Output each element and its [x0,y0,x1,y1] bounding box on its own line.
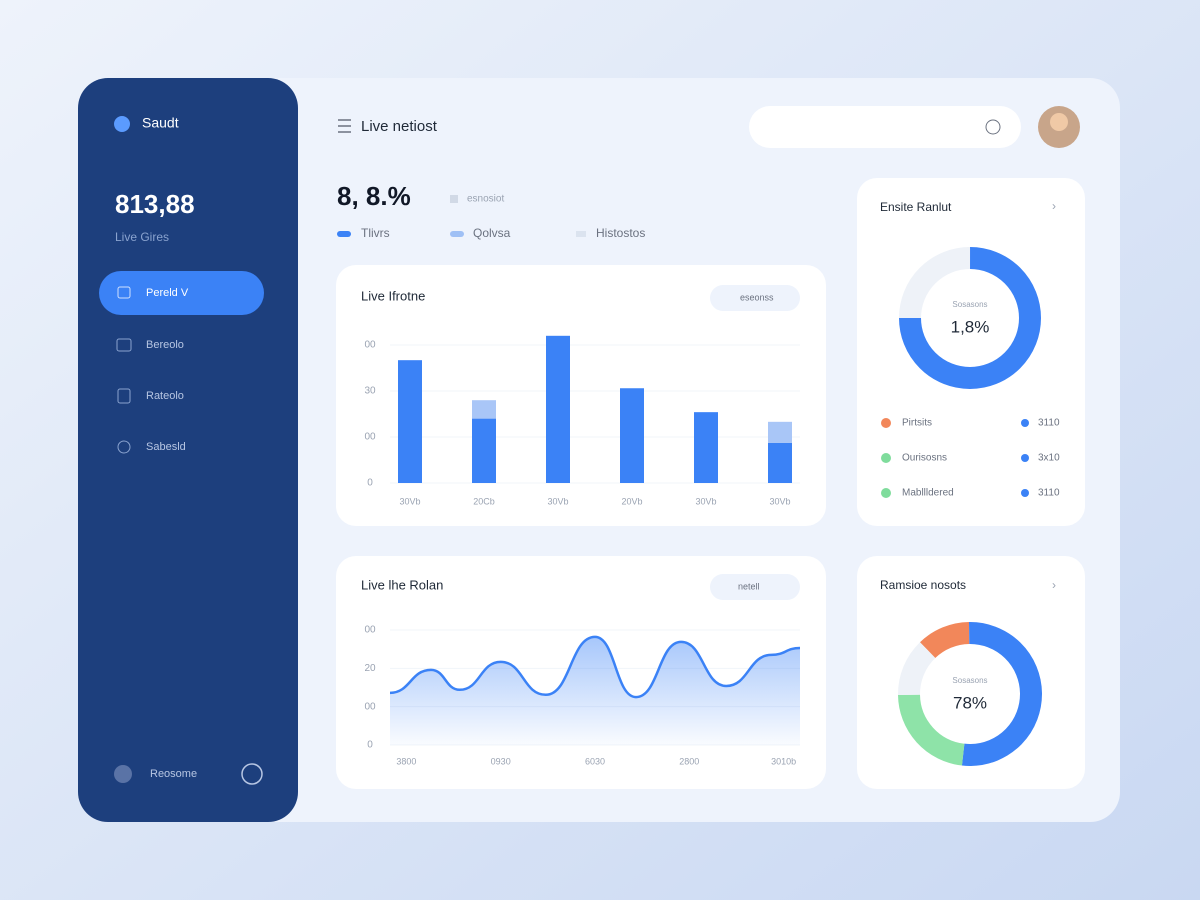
sidebar [78,78,298,822]
summary-value: 8, 8.% [337,181,411,211]
legend-label: Qolvsa [473,226,511,240]
bar [546,335,570,483]
page-title: Live netiost [361,118,438,135]
x-tick-label: 2800 [679,756,699,766]
nav-icon [117,440,131,454]
brand: Saudt [142,115,179,131]
nav-item[interactable]: Rateolo [146,390,184,402]
chevron[interactable]: › [1052,199,1056,213]
y-tick-label: 00 [364,625,376,636]
x-tick-label: 0930 [491,756,511,766]
bar [398,360,422,483]
legend-dot [881,418,891,428]
donut-segment [898,622,1042,767]
footer-label[interactable]: Reosome [150,768,197,780]
x-tick-label: 30Vb [547,496,568,506]
stat-label: Live Gires [115,230,169,244]
y-tick-label: 0 [367,740,373,751]
bar [768,421,792,443]
x-tick-label: 3800 [396,756,416,766]
bar [472,418,496,483]
donut-segment [898,622,1042,767]
x-tick-label: 30Vb [399,496,420,506]
stat-value: 813,88 [115,189,195,219]
y-tick-label: 30 [364,386,376,397]
legend-label: Histostos [596,226,645,240]
card-title: Live lhe Rolan [361,577,443,592]
donut-segment [899,247,1041,389]
line [389,635,801,699]
card-title: Ensite Ranlut [880,200,952,214]
legend-value: 3110 [1038,488,1060,499]
avatar-face [1050,113,1068,131]
legend-swatch [576,231,586,237]
legend-swatch [450,231,464,237]
user-icon [114,765,132,783]
legend-dot [1021,419,1029,427]
legend-dot [1021,489,1029,497]
nav-item[interactable]: Pereld V [146,287,189,299]
legend-label: Tlivrs [361,226,390,240]
donut-segment [898,622,1042,766]
x-tick-label: 30Vb [695,496,716,506]
y-tick-label: 00 [364,340,376,351]
nav-icon [117,388,131,404]
legend-dot [881,488,891,498]
x-tick-label: 6030 [585,756,605,766]
nav-item[interactable]: Bereolo [146,339,184,351]
bar [620,388,644,483]
legend-value: 3x10 [1038,453,1060,464]
x-tick-label: 30Vb [769,496,790,506]
filter-label[interactable]: netell [738,581,760,591]
donut-value: 78% [953,693,987,712]
legend-swatch [337,231,351,237]
legend-label: Ourisosns [902,453,947,464]
y-tick-label: 00 [364,701,376,712]
legend-label: Pirtsits [902,418,932,429]
legend-label: Mabllldered [902,488,954,499]
legend-dot [1021,454,1029,462]
y-tick-label: 20 [364,663,376,674]
y-tick-label: 0 [367,478,373,489]
nav-active[interactable] [99,271,264,315]
brand-icon [114,116,130,132]
nav-item[interactable]: Sabesld [146,441,186,453]
search-box[interactable] [749,106,1021,148]
x-tick-label: 3010b [771,756,796,766]
note-icon [450,195,458,203]
legend-dot [881,453,891,463]
bar [694,412,718,483]
donut-label: Sosasons [952,300,987,309]
nav-icon [117,286,131,299]
legend-value: 3110 [1038,418,1060,429]
filter-button[interactable] [710,285,800,311]
settings-button[interactable] [241,763,263,785]
filter-button[interactable] [710,574,800,600]
card-title: Live Ifrotne [361,288,425,303]
menu-icon[interactable] [338,119,351,133]
summary-note: esnosiot [467,194,504,205]
bar [472,400,496,419]
x-tick-label: 20Vb [621,496,642,506]
donut-value: 1,8% [951,317,990,336]
x-tick-label: 20Cb [473,496,495,506]
nav-icon [116,338,132,352]
filter-label[interactable]: eseonss [740,292,774,302]
donut-label: Sosasons [952,676,987,685]
card-title: Ramsioe nosots [880,578,966,592]
donut-card [857,178,1085,526]
y-tick-label: 00 [364,432,376,443]
bar [768,442,792,483]
search-icon[interactable] [985,119,1001,135]
chevron[interactable]: › [1052,578,1056,592]
